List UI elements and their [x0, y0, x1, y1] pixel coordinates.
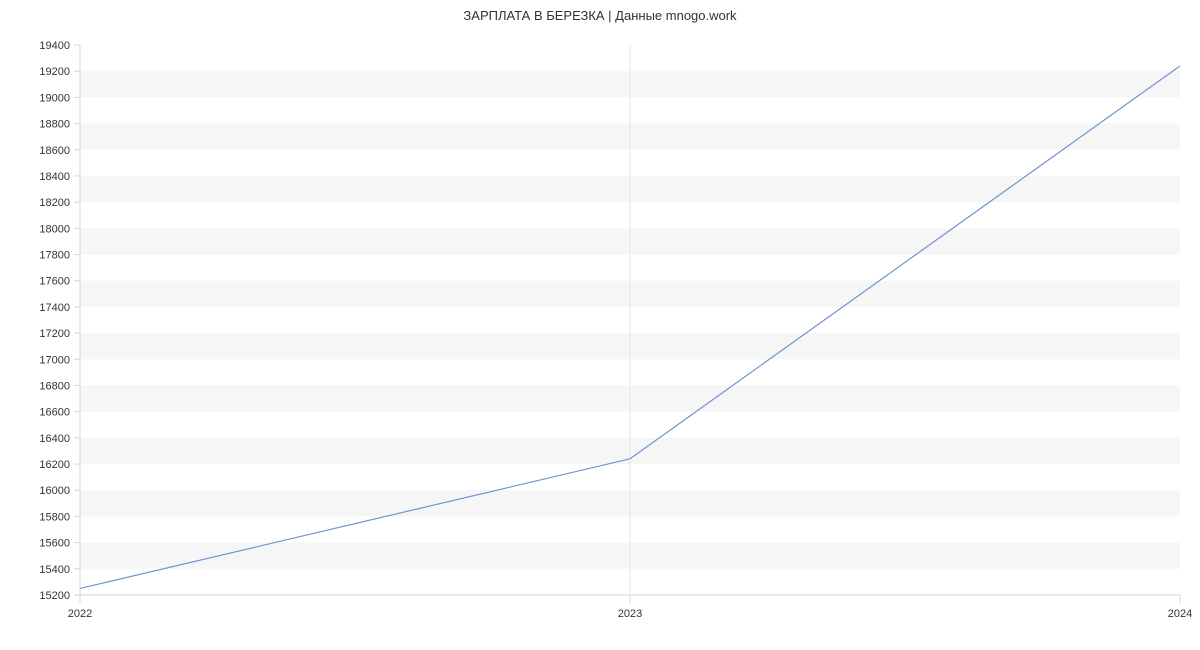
svg-text:16800: 16800 [39, 380, 70, 392]
svg-text:17200: 17200 [39, 328, 70, 340]
svg-text:16200: 16200 [39, 459, 70, 471]
svg-text:17600: 17600 [39, 276, 70, 288]
svg-text:16400: 16400 [39, 433, 70, 445]
chart-title: ЗАРПЛАТА В БЕРЕЗКА | Данные mnogo.work [0, 8, 1200, 23]
chart-canvas: 15200 15400 15600 15800 16000 16200 16400 16600… [0, 0, 1200, 650]
svg-text:19000: 19000 [39, 92, 70, 104]
svg-text:15400: 15400 [39, 564, 70, 576]
svg-text:18800: 18800 [39, 119, 70, 131]
svg-text:15800: 15800 [39, 511, 70, 523]
svg-text:19200: 19200 [39, 66, 70, 78]
svg-text:18400: 18400 [39, 171, 70, 183]
svg-text:15600: 15600 [39, 538, 70, 550]
svg-text:16000: 16000 [39, 485, 70, 497]
svg-text:17800: 17800 [39, 250, 70, 262]
salary-line-chart: ЗАРПЛАТА В БЕРЕЗКА | Данные mnogo.work 1… [0, 0, 1200, 650]
svg-text:2023: 2023 [618, 608, 642, 620]
svg-text:2024: 2024 [1168, 608, 1192, 620]
svg-text:18600: 18600 [39, 145, 70, 157]
svg-text:2022: 2022 [68, 608, 92, 620]
svg-text:15200: 15200 [39, 590, 70, 602]
svg-text:16600: 16600 [39, 407, 70, 419]
svg-text:17000: 17000 [39, 354, 70, 366]
svg-text:18200: 18200 [39, 197, 70, 209]
svg-text:17400: 17400 [39, 302, 70, 314]
svg-text:18000: 18000 [39, 223, 70, 235]
svg-text:19400: 19400 [39, 40, 70, 52]
